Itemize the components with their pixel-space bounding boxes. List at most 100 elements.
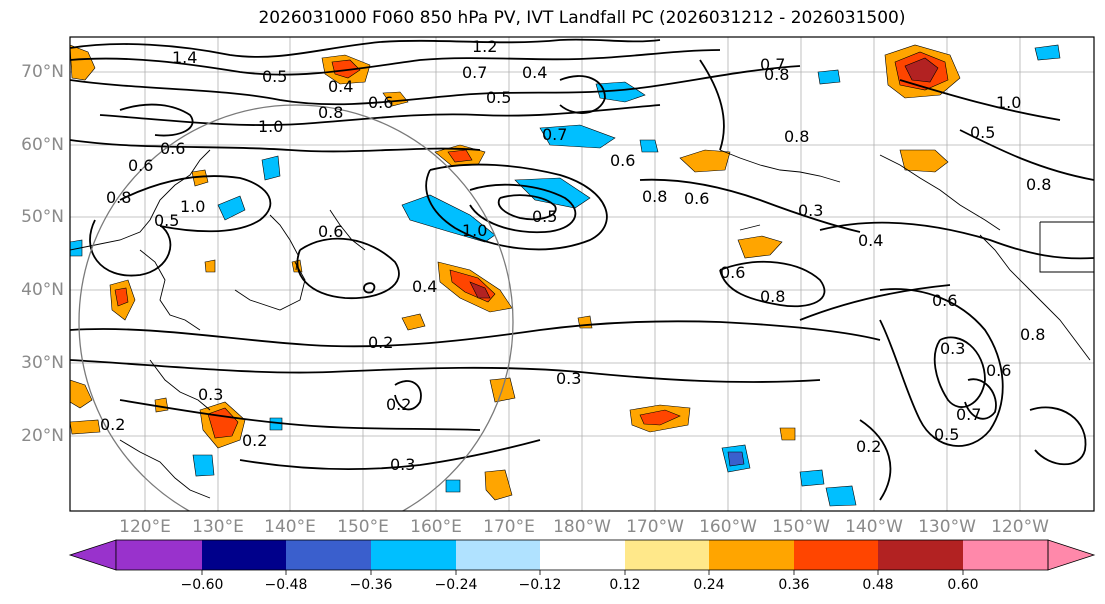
contour-label: 0.8 (1020, 325, 1045, 344)
contour-label: 0.6 (986, 361, 1011, 380)
contour-label: 0.6 (318, 222, 343, 241)
colorbar-tick: 0.12 (609, 577, 641, 593)
shade-pos (204, 259, 216, 273)
contour-label: 0.5 (154, 211, 179, 230)
contour-label: 0.3 (798, 201, 823, 220)
contour-label: 0.8 (764, 65, 789, 84)
colorbar-bin (540, 540, 625, 570)
lat-label-40: 40°N (21, 280, 64, 300)
lon-label-180w: 180°W (553, 517, 611, 537)
region-circle (78, 104, 514, 511)
contour-label: 1.0 (996, 93, 1021, 112)
colorbar-tick: 0.24 (693, 577, 725, 593)
contour-label: 0.5 (532, 207, 557, 226)
contour-label: 0.6 (684, 189, 709, 208)
contour-label: 0.2 (386, 395, 411, 414)
colorbar-bin (202, 540, 286, 570)
contour-label: 1.0 (180, 197, 205, 216)
shade-neg (401, 194, 496, 243)
contour-label: 0.3 (556, 369, 581, 388)
contour-label: 0.4 (858, 231, 883, 250)
shade-pos (779, 427, 796, 441)
coastlines (70, 149, 1094, 499)
contour-label: 0.7 (760, 55, 785, 74)
shade-pos (154, 397, 169, 413)
map-border (69, 36, 1095, 512)
colorbar (68, 539, 1096, 575)
shade-pos (191, 169, 209, 187)
shade-neg (192, 454, 215, 477)
contour-label: 1.2 (472, 37, 497, 56)
colorbar-tick: −0.60 (180, 577, 224, 593)
shade-pos (401, 313, 426, 331)
lon-label-130w: 130°W (918, 517, 976, 537)
lon-label-170e: 170°E (483, 517, 535, 537)
shade-neg (217, 195, 246, 221)
lon-label-170w: 170°W (626, 517, 684, 537)
shade-neg (269, 417, 283, 431)
contour-label: 1.0 (258, 117, 283, 136)
lat-label-50: 50°N (21, 207, 64, 227)
lat-label-30: 30°N (21, 353, 64, 373)
lat-label-20: 20°N (21, 426, 64, 446)
contour-label: 0.3 (940, 339, 965, 358)
contour-label: 0.2 (856, 437, 881, 456)
contour-label: 0.8 (1026, 175, 1051, 194)
shade-pos (70, 44, 96, 81)
colorbar-bin (371, 540, 456, 570)
shade-pos (114, 287, 129, 307)
shade-pos (70, 379, 93, 409)
contour-label: 0.4 (328, 77, 353, 96)
colorbar-bin (116, 540, 202, 570)
contour-label: 0.5 (262, 67, 287, 86)
map-title: 2026031000 F060 850 hPa PV, IVT Landfall… (258, 8, 906, 28)
contour-label: 0.2 (100, 415, 125, 434)
contour-label: 0.5 (934, 425, 959, 444)
contour-label: 0.7 (542, 125, 567, 144)
colorbar-bin (878, 540, 963, 570)
shade-neg (799, 469, 825, 487)
contour-label: 0.8 (760, 287, 785, 306)
shade-neg (639, 139, 659, 153)
shade-neg (727, 451, 745, 467)
lon-label-150e: 150°E (337, 517, 389, 537)
contour-label: 0.6 (932, 291, 957, 310)
contour-label: 1.0 (462, 221, 487, 240)
shade-pos (70, 419, 101, 435)
shade-neg (817, 69, 841, 85)
contour-label: 0.8 (106, 188, 131, 207)
contour-label: 1.4 (172, 48, 197, 67)
shade-neg (261, 155, 281, 181)
contour-label: 0.6 (610, 151, 635, 170)
colorbar-bin (456, 540, 540, 570)
shade-pos (904, 57, 939, 83)
lon-label-140e: 140°E (264, 517, 316, 537)
contour-label: 0.8 (784, 127, 809, 146)
contour-label: 0.7 (462, 63, 487, 82)
lon-label-160e: 160°E (410, 517, 462, 537)
lon-label-130e: 130°E (192, 517, 244, 537)
shade-pos (679, 149, 731, 173)
lon-label-160w: 160°W (699, 517, 757, 537)
lon-label-120e: 120°E (119, 517, 171, 537)
colorbar-bin (625, 540, 709, 570)
contour-label: 0.5 (970, 123, 995, 142)
colorbar-tick: −0.48 (264, 577, 308, 593)
shade-neg (595, 81, 646, 103)
colorbar-bin (794, 540, 878, 570)
contour-label: 0.5 (486, 88, 511, 107)
colorbar-outline (115, 539, 1049, 571)
colorbar-tick: −0.24 (434, 577, 478, 593)
shade-neg (70, 239, 83, 257)
shade-pos (639, 409, 681, 426)
contour-label: 0.6 (368, 93, 393, 112)
colorbar-tick: 0.60 (947, 577, 979, 593)
shade-pos (899, 149, 949, 173)
contour-label: 0.4 (522, 63, 547, 82)
colorbar-tick: 0.36 (778, 577, 810, 593)
contour-label: 0.2 (368, 333, 393, 352)
colorbar-bin (286, 540, 371, 570)
contour-label: 0.8 (642, 187, 667, 206)
lon-label-120w: 120°W (991, 517, 1049, 537)
